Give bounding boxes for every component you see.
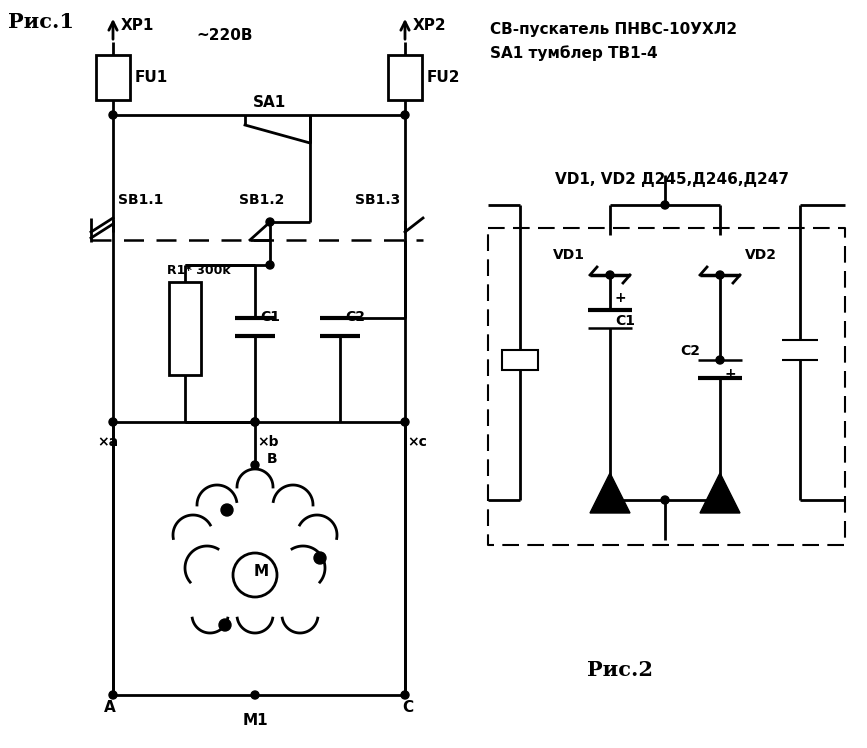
Bar [169,282,201,375]
Circle shape [109,418,117,426]
Circle shape [401,111,409,119]
Circle shape [401,418,409,426]
Circle shape [606,271,614,279]
Circle shape [251,418,259,426]
Text: VD1: VD1 [553,248,585,262]
Text: VD2: VD2 [745,248,777,262]
Text: XP1: XP1 [121,18,154,33]
Text: FU2: FU2 [427,70,460,85]
Text: СВ-пускатель ПНВС-10УХЛ2: СВ-пускатель ПНВС-10УХЛ2 [490,22,737,37]
Circle shape [251,691,259,699]
Circle shape [266,261,274,269]
Circle shape [716,271,724,279]
Text: B: B [267,452,277,466]
Circle shape [221,504,233,516]
Text: SA1: SA1 [253,95,286,110]
Text: +: + [615,291,627,305]
Circle shape [716,356,724,364]
Circle shape [606,496,614,504]
Text: ~220В: ~220В [197,28,253,43]
Text: C: C [402,700,414,715]
Circle shape [219,619,231,631]
Circle shape [233,553,277,597]
Circle shape [314,552,326,564]
Text: SB1.3: SB1.3 [355,193,400,207]
Text: ×a: ×a [97,435,119,449]
Polygon shape [700,473,740,513]
Text: M: M [253,565,269,580]
Text: Рис.2: Рис.2 [587,660,653,680]
Text: SB1.1: SB1.1 [118,193,163,207]
Text: R1* 300k: R1* 300k [167,264,231,277]
Text: C1: C1 [615,314,635,328]
Text: +: + [725,367,737,381]
Circle shape [109,111,117,119]
Text: ×b: ×b [257,435,278,449]
Polygon shape [590,473,630,513]
Circle shape [109,691,117,699]
Text: VD1, VD2 Д245,Д246,Д247: VD1, VD2 Д245,Д246,Д247 [555,172,789,187]
Text: C1: C1 [260,310,280,324]
Circle shape [266,218,274,226]
Bar [388,55,422,100]
Text: SA1 тумблер ТВ1-4: SA1 тумблер ТВ1-4 [490,45,658,61]
Text: SB1.2: SB1.2 [239,193,284,207]
Circle shape [716,496,724,504]
Text: FU1: FU1 [135,70,168,85]
Circle shape [401,691,409,699]
Text: Рис.1: Рис.1 [8,12,74,32]
Circle shape [661,201,669,209]
Text: XP2: XP2 [413,18,447,33]
Circle shape [661,496,669,504]
Bar [96,55,130,100]
Text: M1: M1 [242,713,268,728]
Bar [502,350,538,370]
Circle shape [251,461,259,469]
Text: C2: C2 [345,310,365,324]
Text: C2: C2 [680,344,700,358]
Text: A: A [104,700,116,715]
Circle shape [251,418,259,426]
Text: ×c: ×c [407,435,427,449]
